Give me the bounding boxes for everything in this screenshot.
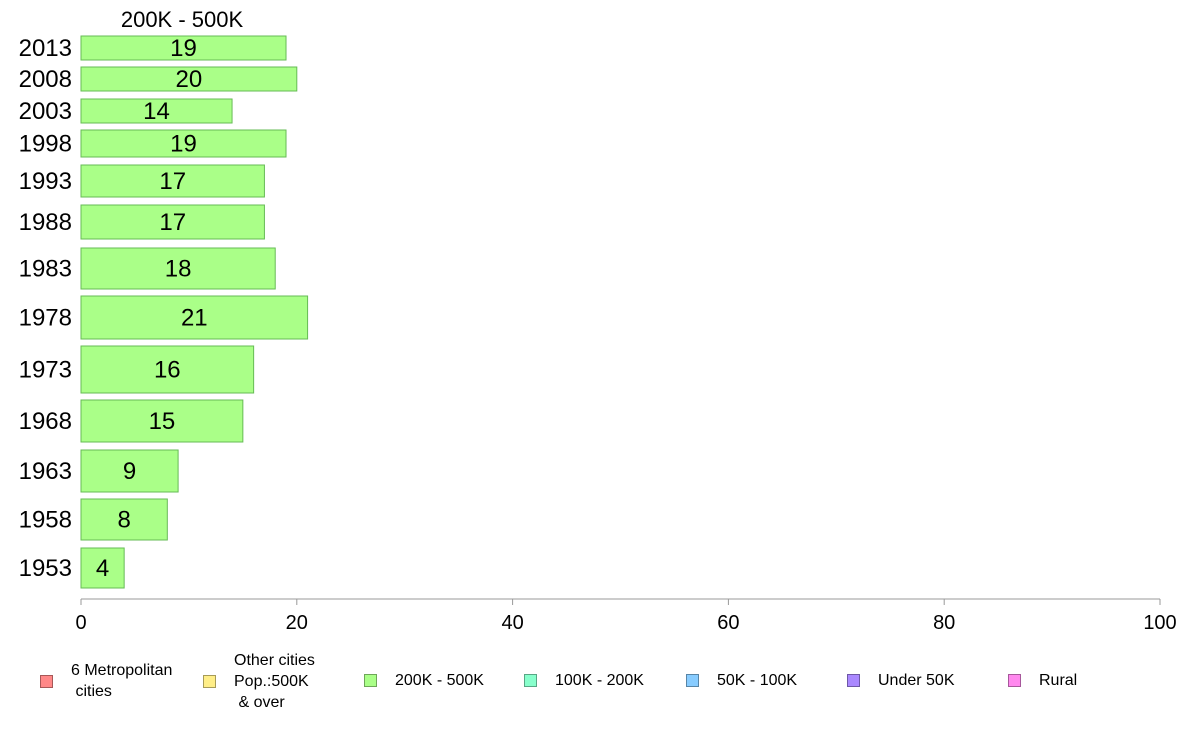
- bar-1983: [80, 247, 276, 290]
- legend-item: Other cities Pop.:500K & over: [203, 650, 315, 713]
- legend-label: Under 50K: [878, 672, 955, 689]
- legend-label: 200K - 500K: [395, 672, 484, 689]
- legend-item: 6 Metropolitan cities: [40, 660, 172, 702]
- bar-value-label-1993: 17: [159, 168, 186, 195]
- bar-value-label-2013: 19: [170, 35, 197, 62]
- legend-label: Rural: [1039, 672, 1078, 689]
- bar-value-label-1968: 15: [149, 408, 176, 435]
- legend-swatch: [1008, 674, 1021, 687]
- category-label-1953: 1953: [19, 555, 72, 582]
- legend-swatch: [524, 674, 537, 687]
- legend-item: 200K - 500K: [364, 670, 484, 691]
- bar-value-label-1953: 4: [96, 555, 109, 582]
- x-axis: 0 20 40 60 80 100: [75, 598, 1177, 634]
- bar-1978: [80, 295, 309, 340]
- x-tick-label-60: 60: [717, 612, 739, 634]
- legend-swatch: [40, 674, 53, 688]
- bar-value-label-1998: 19: [170, 131, 197, 158]
- category-label-1973: 1973: [19, 357, 72, 384]
- bar-1958: [80, 498, 168, 541]
- bar-value-label-1978: 21: [181, 305, 208, 332]
- bar-2008: [80, 66, 298, 92]
- bar-1968: [80, 399, 244, 443]
- legend-label: Other cities Pop.:500K & over: [234, 652, 315, 711]
- legend: 6 Metropolitan cities Other cities Pop.:5…: [0, 650, 1188, 730]
- bar-value-label-2003: 14: [143, 98, 170, 125]
- x-tick-label-80: 80: [933, 612, 955, 634]
- bar-value-label-2008: 20: [176, 66, 203, 93]
- category-label-2013: 2013: [19, 35, 72, 62]
- chart-title: 200K - 500K: [121, 7, 244, 32]
- category-label-1983: 1983: [19, 256, 72, 283]
- legend-swatch: [847, 674, 860, 687]
- bar-chart: 200K - 500K 1920132020081420031919981719…: [19, 7, 1177, 634]
- category-label-2008: 2008: [19, 66, 72, 93]
- bar-value-label-1988: 17: [159, 209, 186, 236]
- bar-1988: [80, 204, 265, 240]
- x-tick-label-0: 0: [75, 612, 86, 634]
- bar-1953: [80, 547, 125, 589]
- category-label-1963: 1963: [19, 458, 72, 485]
- legend-swatch: [364, 674, 377, 687]
- legend-swatch: [203, 675, 216, 688]
- bar-1973: [80, 345, 255, 394]
- category-label-1993: 1993: [19, 168, 72, 195]
- bar-value-label-1983: 18: [165, 256, 192, 283]
- category-label-1968: 1968: [19, 408, 72, 435]
- legend-item: 100K - 200K: [524, 670, 644, 691]
- category-label-1978: 1978: [19, 305, 72, 332]
- legend-item: Under 50K: [847, 670, 955, 691]
- legend-label: 6 Metropolitan cities: [71, 662, 173, 700]
- legend-item: Rural: [1008, 670, 1077, 691]
- category-label-2003: 2003: [19, 98, 72, 125]
- x-tick-label-20: 20: [286, 612, 308, 634]
- bar-1998: [80, 129, 287, 158]
- bar-value-label-1973: 16: [154, 357, 181, 384]
- bar-2013: [80, 35, 287, 61]
- category-label-1988: 1988: [19, 209, 72, 236]
- bars-layer: 19 2013 20 2008 14 2003 19 1998 17 1993 17 1988 18 19…: [19, 35, 309, 589]
- legend-label: 50K - 100K: [717, 672, 798, 689]
- bar-1993: [80, 164, 265, 198]
- legend-swatch: [686, 674, 699, 687]
- bar-value-label-1958: 8: [117, 507, 130, 534]
- bar-1963: [80, 449, 179, 493]
- bar-value-label-1963: 9: [123, 458, 136, 485]
- legend-label: 100K - 200K: [555, 672, 644, 689]
- bar-2003: [80, 98, 233, 124]
- x-tick-label-100: 100: [1143, 612, 1176, 634]
- category-label-1958: 1958: [19, 507, 72, 534]
- x-tick-label-40: 40: [501, 612, 523, 634]
- legend-item: 50K - 100K: [686, 670, 797, 691]
- category-label-1998: 1998: [19, 131, 72, 158]
